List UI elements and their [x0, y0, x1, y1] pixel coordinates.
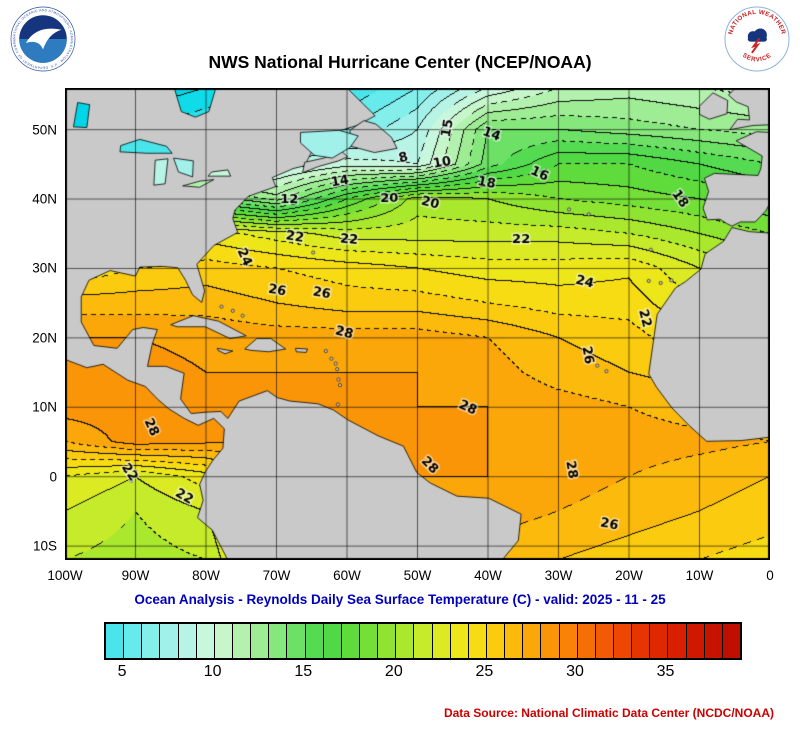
lon-tick-label: 70W [262, 568, 291, 583]
lon-tick-label: 50W [403, 568, 432, 583]
colorbar-segment [159, 624, 178, 658]
colorbar-tick-label: 5 [117, 663, 127, 680]
lon-tick-label: 10W [685, 568, 714, 583]
lon-tick-label: 90W [121, 568, 150, 583]
colorbar-segment [685, 624, 704, 658]
colorbar-tick-label: 35 [656, 663, 675, 680]
colorbar-segment [213, 624, 232, 658]
colorbar-segment [304, 624, 323, 658]
lat-tick-label: 10S [32, 538, 57, 554]
colorbar-segment [467, 624, 486, 658]
colorbar-segment [485, 624, 505, 658]
page-title: NWS National Hurricane Center (NCEP/NOAA… [208, 52, 592, 72]
colorbar-segment [250, 624, 269, 658]
colorbar-segment [649, 624, 668, 658]
colorbar-segment [141, 624, 160, 658]
colorbar-segment [106, 624, 124, 658]
colorbar-segment [594, 624, 613, 658]
colorbar-segment [195, 624, 214, 658]
colorbar-segment [358, 624, 378, 658]
colorbar-segment [703, 624, 722, 658]
colorbar-segment [322, 624, 341, 658]
colorbar-segment [522, 624, 541, 658]
colorbar-segment [395, 624, 414, 658]
lat-tick-label: 40N [32, 191, 57, 207]
map-canvas [65, 88, 770, 560]
lat-tick-label: 50N [32, 122, 57, 138]
colorbar-ticks: 5 10 15 20 25 30 35 [104, 663, 738, 685]
lon-tick-label: 100W [47, 568, 83, 583]
colorbar-segment [377, 624, 396, 658]
noaa-seagull-icon [25, 28, 62, 50]
colorbar-segment [431, 624, 450, 658]
lon-tick-label: 60W [333, 568, 361, 583]
lat-tick-label: 10N [32, 399, 57, 415]
nws-ring-text-bottom: SERVICE [741, 52, 772, 64]
colorbar-segment [177, 624, 196, 658]
colorbar-tick-label: 30 [566, 663, 584, 680]
lat-tick-label: 20N [32, 330, 57, 346]
colorbar-segment [123, 624, 142, 658]
noaa-logo: NATIONAL OCEANIC AND ATMOSPHERIC ADMINIS… [10, 6, 76, 72]
colorbar-segment [540, 624, 559, 658]
lat-tick-label: 0 [49, 469, 57, 485]
lon-tick-label: 20W [615, 568, 643, 583]
colorbar-tick-label: 15 [294, 663, 313, 680]
colorbar-segment [558, 624, 577, 658]
colorbar-tick-label: 10 [203, 663, 222, 680]
map-subtitle: Ocean Analysis - Reynolds Daily Sea Surf… [134, 592, 666, 607]
lon-tick-label: 80W [192, 568, 220, 583]
colorbar-segment [340, 624, 359, 658]
nws-lightning-icon [751, 38, 761, 54]
colorbar-segment [504, 624, 523, 658]
lon-tick-label: 0 [766, 568, 774, 583]
map-area: 100W 90W 80W 70W 60W 50W 40W 30W 20W 10W 0 50N 40N 30… [32, 88, 774, 583]
nws-cloud-icon [747, 36, 767, 42]
colorbar-segment [231, 624, 251, 658]
lat-tick-label: 30N [32, 260, 57, 276]
colorbar-segment [413, 624, 432, 658]
lon-tick-label: 30W [544, 568, 573, 583]
svg-text:SERVICE: SERVICE [741, 52, 773, 64]
colorbar-segment [667, 624, 686, 658]
colorbar-segment [268, 624, 287, 658]
nws-logo: NATIONAL WEATHER SERVICE [724, 6, 790, 72]
lon-tick-label: 40W [474, 568, 502, 583]
colorbar [104, 622, 742, 660]
colorbar-segment [721, 624, 740, 658]
colorbar-segment [286, 624, 305, 658]
colorbar-segment [631, 624, 650, 658]
data-source-note: Data Source: National Climatic Data Cent… [443, 706, 774, 720]
colorbar-segment [612, 624, 632, 658]
colorbar-tick-label: 20 [384, 663, 403, 680]
colorbar-segment [449, 624, 468, 658]
colorbar-segment [576, 624, 595, 658]
colorbar-tick-label: 25 [475, 663, 494, 680]
